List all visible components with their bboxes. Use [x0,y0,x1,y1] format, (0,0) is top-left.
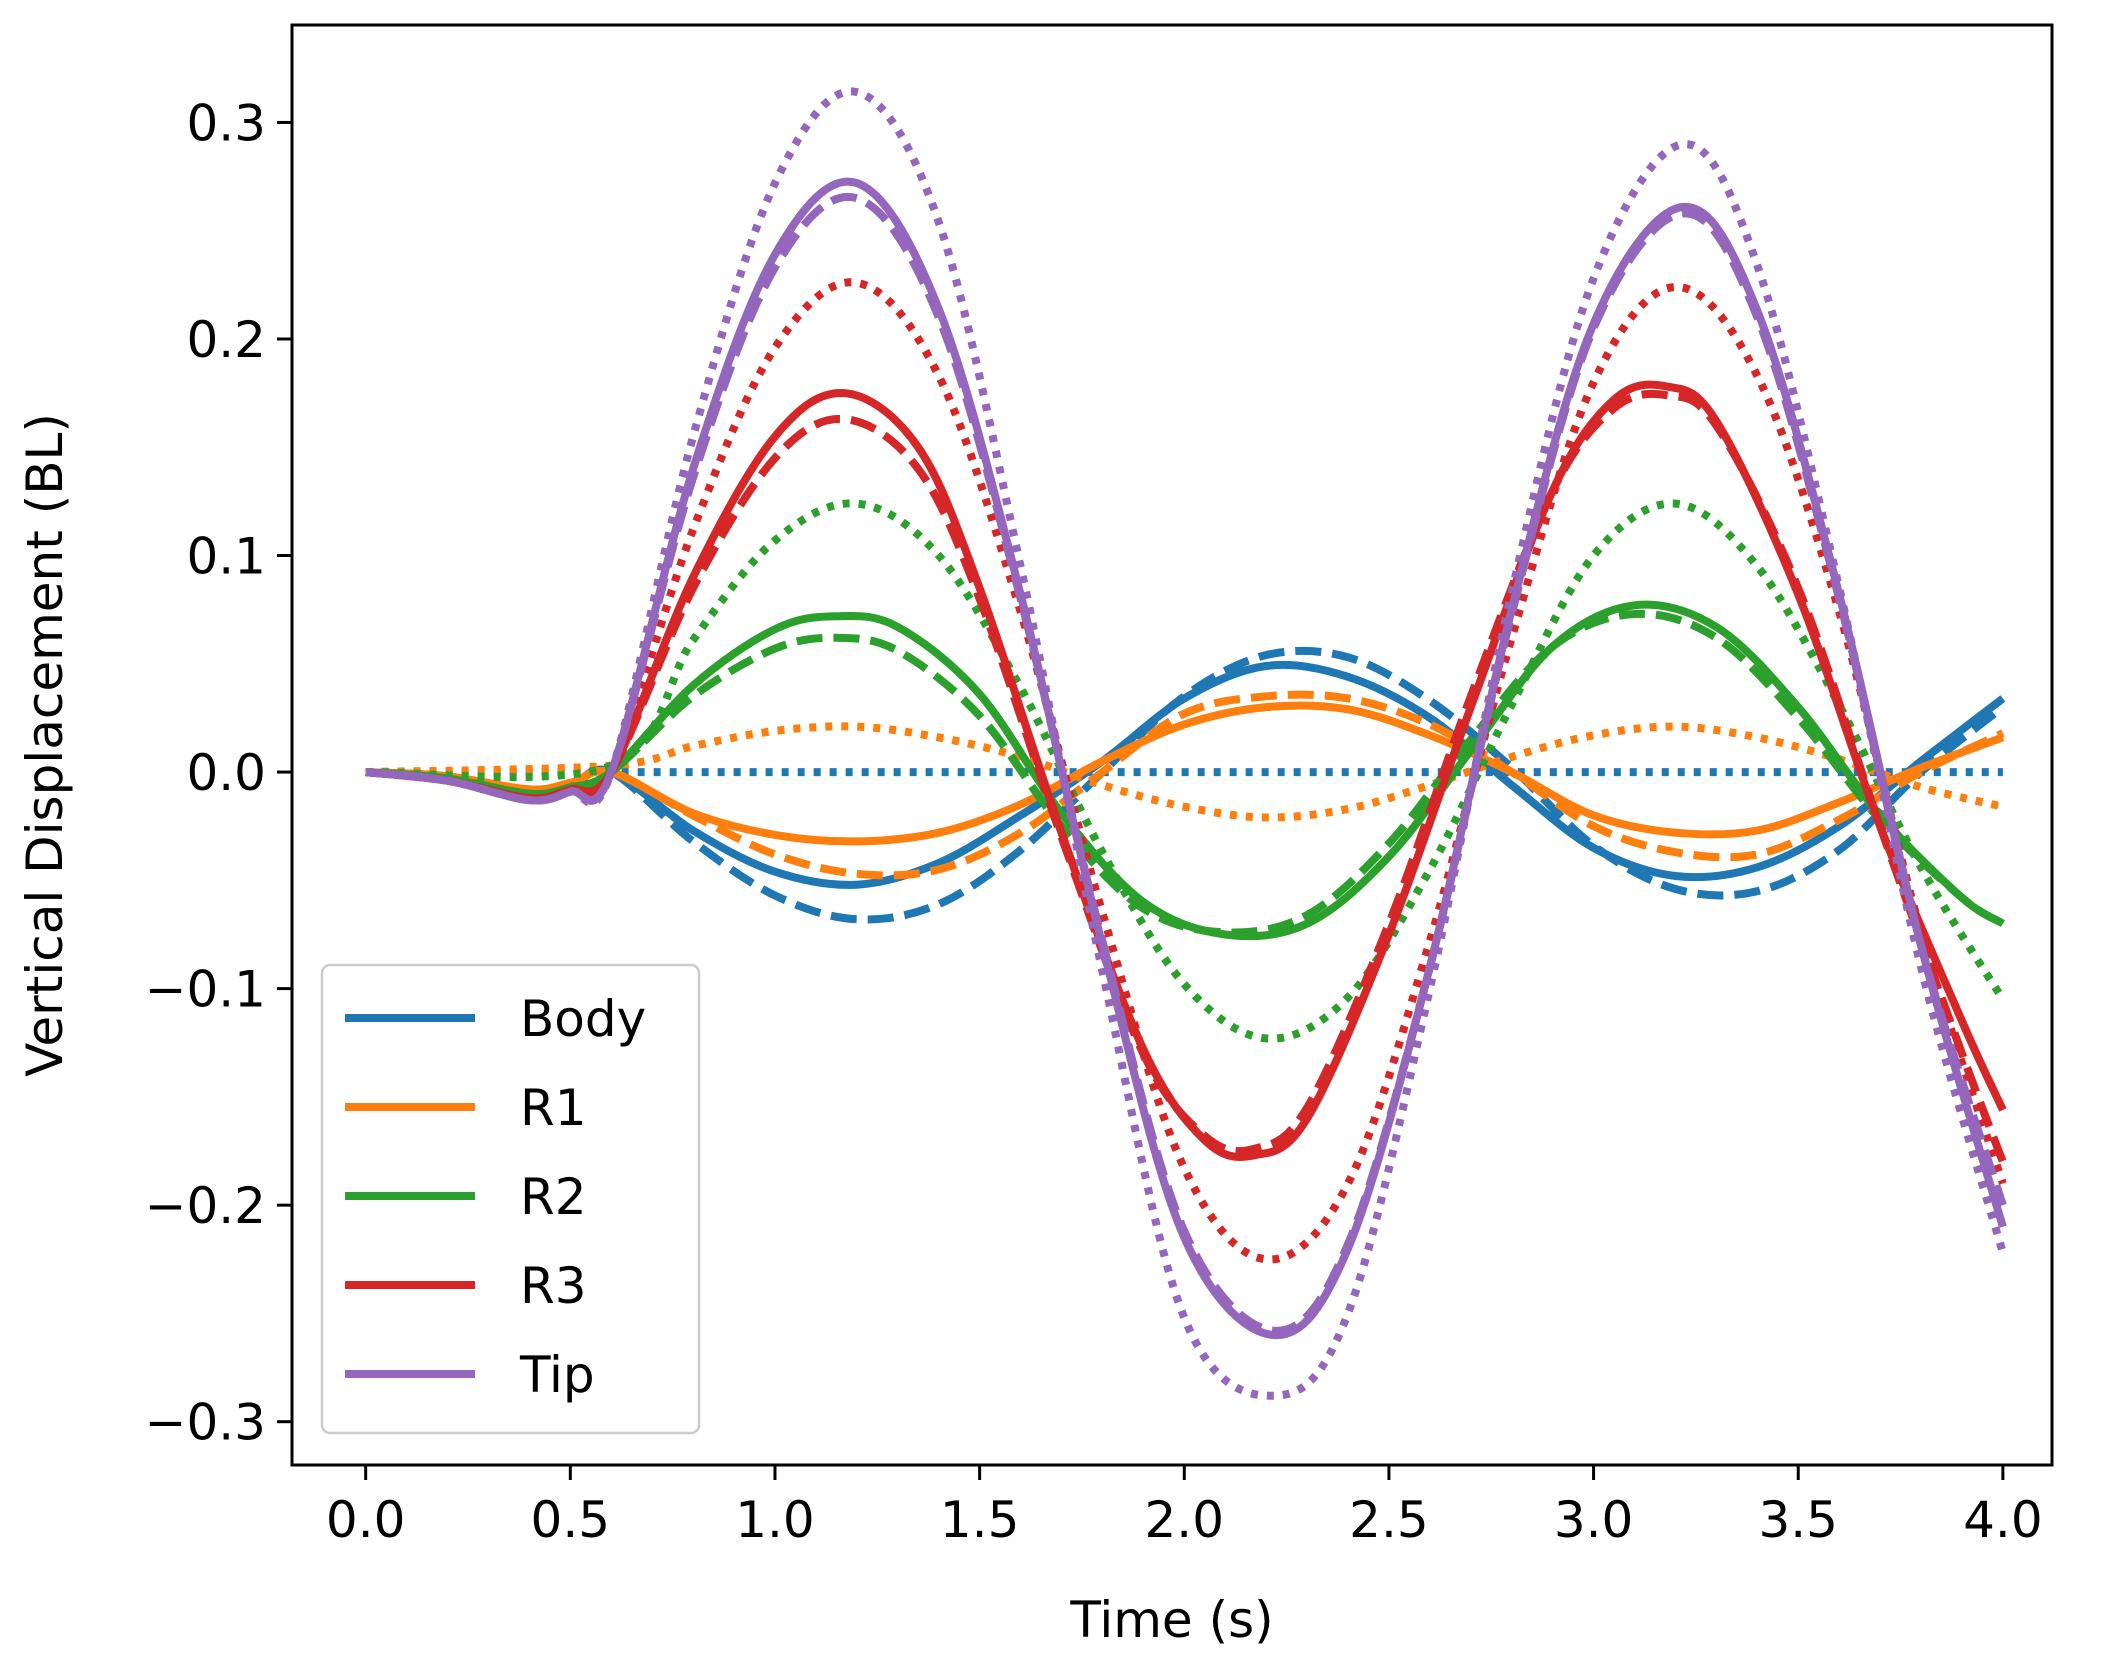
legend-label-r2: R2 [520,1168,587,1226]
legend-label-r3: R3 [520,1257,587,1315]
series-layer [365,87,2007,1400]
y-tick-label: 0.3 [186,94,266,152]
x-tick-label: 1.0 [735,1491,815,1549]
series-line-body-dashed [365,646,2006,924]
series-line-r2-dotted [365,499,2007,1043]
y-axis: −0.3 −0.2 −0.1 0.0 0.1 0.2 0.3 [145,94,292,1452]
y-tick-label: −0.3 [145,1394,266,1452]
legend-box [320,963,701,1435]
series-line-r3-dashed [365,389,2007,1164]
y-axis-label: Vertical Displacement (BL) [16,413,74,1077]
x-tick-label: 1.5 [940,1491,1020,1549]
x-tick-label: 0.5 [531,1491,611,1549]
legend-entries: Body R1 R2 R3 Tip [345,990,646,1404]
x-tick-label: 2.5 [1349,1491,1429,1549]
y-tick-label: −0.1 [145,961,266,1019]
x-axis: 0.0 0.5 1.0 1.5 2.0 2.5 3.0 3.5 4.0 [326,1465,2043,1549]
x-axis-label: Time (s) [1069,1591,1273,1649]
legend-label-body: Body [520,990,646,1048]
x-tick-label: 3.5 [1758,1491,1838,1549]
legend-label-tip: Tip [519,1346,595,1404]
x-tick-label: 0.0 [326,1491,406,1549]
series-line-tip-dotted [365,87,2007,1400]
y-tick-label: 0.2 [186,311,266,369]
legend: Body R1 R2 R3 Tip [320,963,701,1435]
y-tick-label: 0.1 [186,528,266,586]
series-line-tip-dashed [365,192,2007,1335]
series-line-r2-dashed [365,609,2006,937]
y-tick-label: −0.2 [145,1177,266,1235]
series-line-r1-dotted [365,722,2004,822]
plot-frame [290,23,2054,1467]
x-tick-label: 4.0 [1963,1491,2043,1549]
series-line-r1-dashed [365,690,2005,880]
y-tick-label: 0.0 [186,744,266,802]
x-tick-label: 3.0 [1554,1491,1634,1549]
x-tick-label: 2.0 [1145,1491,1225,1549]
legend-label-r1: R1 [520,1079,587,1137]
